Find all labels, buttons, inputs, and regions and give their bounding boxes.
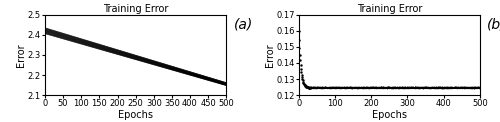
X-axis label: Epochs: Epochs [372,110,407,120]
Title: Training Error: Training Error [356,4,422,14]
Title: Training Error: Training Error [103,4,168,14]
X-axis label: Epochs: Epochs [118,110,153,120]
Y-axis label: Error: Error [16,43,26,67]
Y-axis label: Error: Error [264,43,274,67]
Text: (b): (b) [487,18,500,32]
Text: (a): (a) [234,18,253,32]
